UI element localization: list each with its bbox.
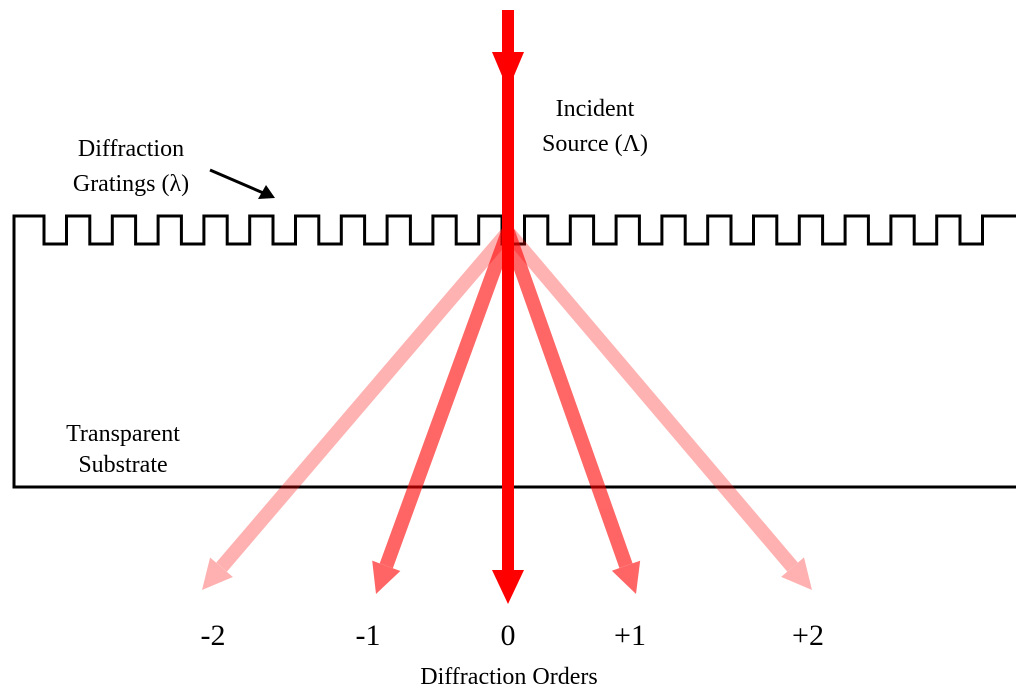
order-labels: -2 -1 0 +1 +2: [201, 619, 824, 652]
order-label: +1: [614, 619, 646, 652]
diffracted-beams: [202, 227, 812, 594]
incident-label-line1: Incident: [556, 96, 635, 122]
incident-label-line2: Source (Λ): [542, 131, 648, 157]
incident-arrowhead: [492, 52, 524, 90]
order-label: 0: [501, 619, 516, 652]
substrate-label-line1: Transparent: [66, 421, 180, 447]
zero-order-arrowhead: [492, 570, 524, 604]
grating-pointer-arrowhead: [258, 185, 275, 199]
diffracted-beam-order-1: [372, 229, 515, 594]
substrate-label-line2: Substrate: [78, 452, 167, 478]
order-label: +2: [792, 619, 824, 652]
incident-beam: [492, 10, 524, 604]
order-label: -1: [356, 619, 381, 652]
grating-label-line1: Diffraction: [78, 136, 184, 162]
incident-beam-shaft: [502, 10, 514, 580]
diffracted-beam-order-3: [501, 229, 641, 594]
diffracted-beam-order-4: [502, 227, 812, 590]
diffracted-beam-order-0: [202, 227, 514, 590]
grating-label-line2: Gratings (λ): [73, 171, 189, 197]
order-label: -2: [201, 619, 226, 652]
grating-pointer-arrow: [209, 168, 269, 197]
orders-caption: Diffraction Orders: [420, 664, 598, 690]
